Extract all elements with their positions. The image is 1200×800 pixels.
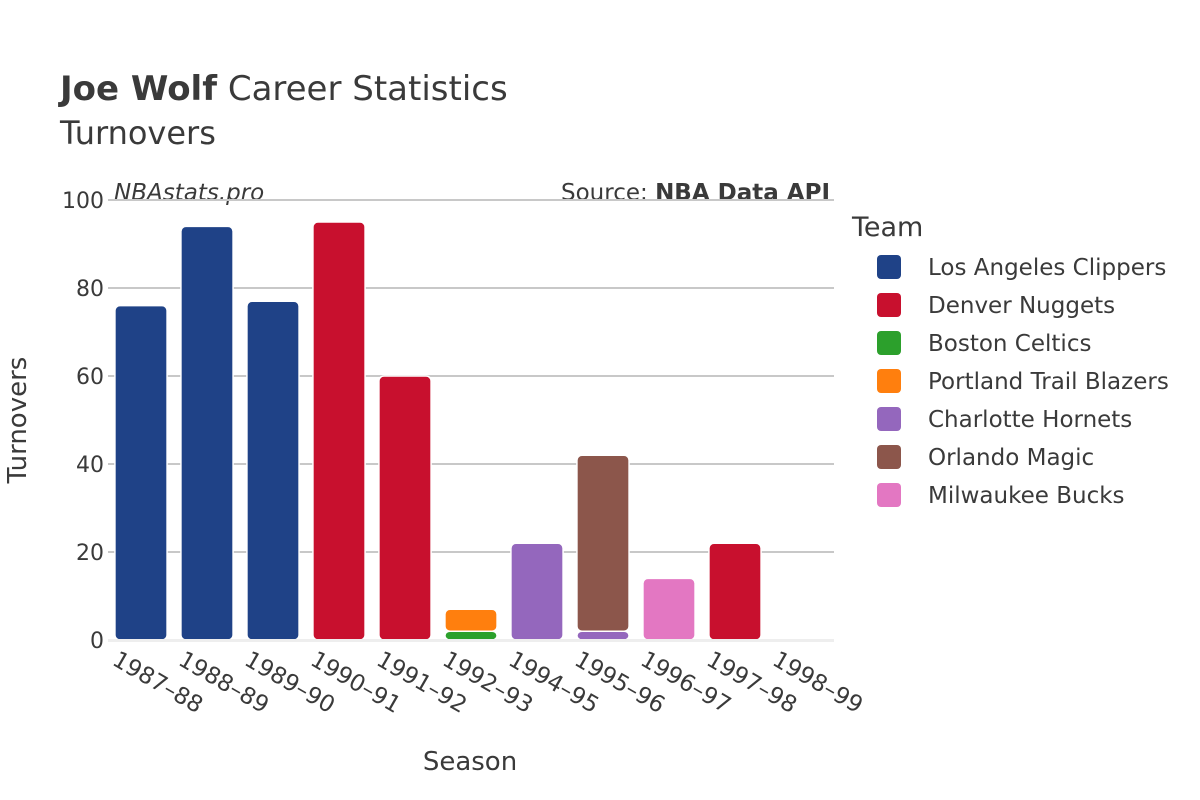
legend: Los Angeles Clippers Denver Nuggets Boston…: [877, 255, 1169, 509]
y-tick-label: 80: [76, 277, 104, 302]
y-tick-labels: 0 20 40 60 80 100: [62, 189, 104, 654]
bar-segment: [576, 454, 630, 632]
chart-title: Joe Wolf Career Statistics: [58, 69, 508, 109]
legend-swatch: [877, 369, 901, 393]
bar-segment: [246, 300, 300, 641]
bar-segment: [312, 221, 366, 641]
legend-label: Milwaukee Bucks: [928, 483, 1125, 509]
chart-title-rest: Career Statistics: [217, 69, 508, 109]
legend-swatch: [877, 445, 901, 469]
legend-swatch: [877, 293, 901, 317]
source-name: NBA Data API: [655, 180, 830, 206]
legend-label: Denver Nuggets: [928, 293, 1115, 319]
bar-segment: [180, 225, 234, 641]
source-label: Source: NBA Data API: [561, 180, 830, 206]
bar-segment: [642, 577, 696, 641]
legend-swatch: [877, 331, 901, 355]
source-prefix: Source:: [561, 180, 655, 206]
chart-subtitle: Turnovers: [59, 114, 216, 152]
bar-segment: [708, 542, 762, 641]
bars: [108, 221, 834, 642]
legend-label: Boston Celtics: [928, 331, 1091, 357]
y-tick-label: 100: [62, 189, 104, 214]
x-tick-labels: 1987–881988–891989–901990–911991–921992–…: [108, 647, 867, 719]
legend-label: Orlando Magic: [928, 445, 1094, 471]
legend-swatch: [877, 255, 901, 279]
bar-segment: [444, 630, 498, 641]
legend-swatch: [877, 483, 901, 507]
y-tick-label: 60: [76, 365, 104, 390]
y-tick-label: 40: [76, 453, 104, 478]
legend-title: Team: [851, 212, 923, 243]
bar-segment: [378, 375, 432, 641]
y-tick-label: 20: [76, 541, 104, 566]
legend-label: Portland Trail Blazers: [928, 369, 1169, 395]
bar-segment: [444, 608, 498, 632]
legend-swatch: [877, 407, 901, 431]
watermark: NBAstats.pro: [114, 180, 264, 206]
chart-title-bold: Joe Wolf: [58, 69, 218, 109]
y-tick-label: 0: [90, 629, 104, 654]
bar-segment: [114, 304, 168, 641]
y-axis-title: Turnovers: [3, 357, 33, 485]
bar-segment: [576, 630, 630, 641]
legend-label: Los Angeles Clippers: [928, 255, 1166, 281]
legend-label: Charlotte Hornets: [928, 407, 1132, 433]
bar-segment: [510, 542, 564, 641]
x-axis-title: Season: [423, 747, 517, 777]
